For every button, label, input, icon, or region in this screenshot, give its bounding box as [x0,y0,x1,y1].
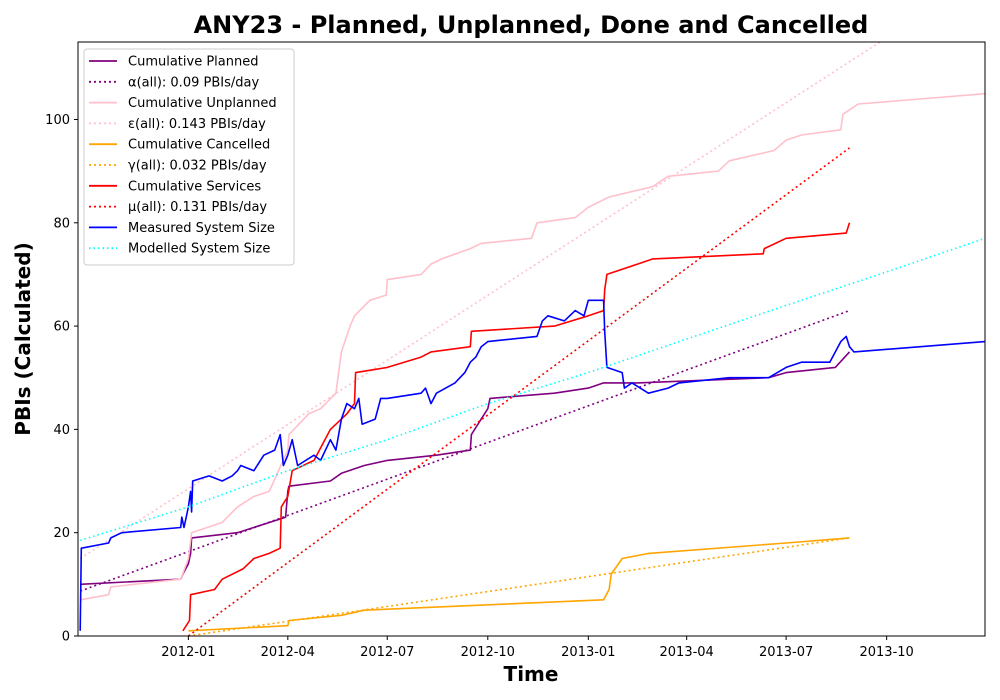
x-tick-label: 2012-10 [461,645,515,660]
y-tick-label: 80 [53,216,70,231]
legend-label: Cumulative Services [128,179,261,194]
x-axis-label: Time [504,662,559,686]
legend-label: Cumulative Unplanned [128,96,277,111]
plot-frame [77,41,986,637]
chart-title: ANY23 - Planned, Unplanned, Done and Can… [194,11,869,39]
legend-label: Modelled System Size [128,242,270,257]
legend: Cumulative Planned α(all): 0.09 PBIs/day C… [83,48,295,266]
legend-label: Measured System Size [128,221,275,236]
x-tick-label: 2012-04 [261,645,315,660]
x-tick-label: 2012-07 [360,645,414,660]
series-layer [79,42,985,636]
series-line-all-0-09-pbis-day [79,309,850,592]
legend-label: ε(all): 0.143 PBIs/day [128,117,266,132]
legend-label: μ(all): 0.131 PBIs/day [128,200,267,215]
x-tick-label: 2013-01 [561,645,615,660]
series-line-measured-system-size [79,299,985,631]
y-axis: 0 20 40 60 80 100 [45,113,78,645]
y-tick-label: 100 [45,113,70,128]
x-tick-label: 2013-10 [859,645,913,660]
legend-label: Cumulative Cancelled [128,138,270,153]
series-line-cumulative-services [182,222,851,632]
legend-label: α(all): 0.09 PBIs/day [128,75,259,90]
series-line-cumulative-planned [80,351,851,586]
series-line-modelled-system-size [79,237,985,542]
series-line-cumulative-unplanned [80,92,985,601]
x-tick-label: 2013-04 [660,645,714,660]
y-tick-label: 40 [53,423,70,438]
y-tick-label: 60 [53,320,70,335]
y-tick-label: 20 [53,526,70,541]
y-tick-label: 0 [62,630,70,645]
x-tick-label: 2012-01 [161,645,215,660]
legend-label: γ(all): 0.032 PBIs/day [128,159,267,174]
x-tick-label: 2013-07 [759,645,813,660]
legend-box [83,48,295,266]
y-axis-label: PBIs (Calculated) [11,242,35,435]
series-line-all-0-032-pbis-day [188,537,850,636]
legend-label: Cumulative Planned [128,55,258,70]
series-line-all-0-131-pbis-day [187,147,850,636]
x-axis: 2012-01 2012-04 2012-07 2012-10 2013-01 2013-… [161,636,914,660]
series-line-all-0-143-pbis-day [79,42,881,560]
